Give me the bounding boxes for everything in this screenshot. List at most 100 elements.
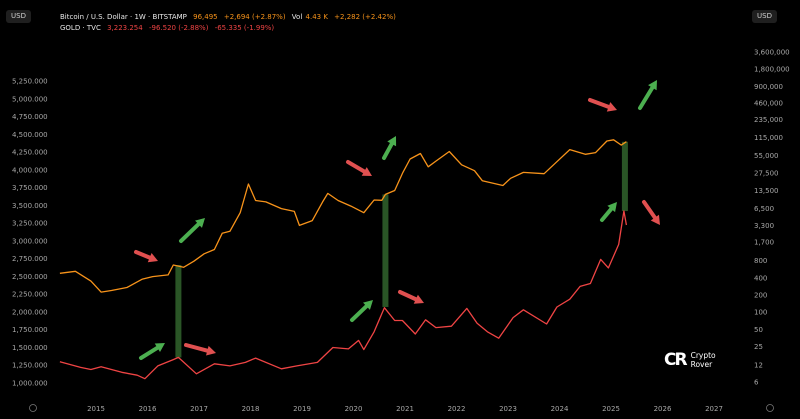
y-left-tick: 3,000.000 bbox=[12, 237, 48, 245]
y-right-tick: 200 bbox=[754, 291, 767, 299]
x-tick: 2024 bbox=[551, 405, 569, 413]
y-right-tick: 100 bbox=[754, 309, 767, 317]
x-tick: 2015 bbox=[87, 405, 105, 413]
arrow-down-icon-head bbox=[147, 252, 158, 263]
x-tick: 2020 bbox=[345, 405, 363, 413]
y-right-tick: 25 bbox=[754, 343, 763, 351]
y-right-tick: 6,500 bbox=[754, 205, 774, 213]
settings-icon bbox=[29, 404, 37, 412]
x-tick: 2018 bbox=[242, 405, 260, 413]
y-left-tick: 2,500.000 bbox=[12, 273, 48, 281]
arrow-down-icon bbox=[398, 290, 418, 302]
y-right-tick: 900,000 bbox=[754, 83, 783, 91]
y-left-tick: 1,750.000 bbox=[12, 326, 48, 334]
divergence-bar bbox=[382, 194, 389, 307]
y-right-tick: 6 bbox=[754, 379, 759, 387]
y-right-tick: 3,300 bbox=[754, 222, 774, 230]
legend-bitcoin-name: Bitcoin / U.S. Dollar · 1W · BITSTAMP bbox=[60, 13, 187, 21]
x-tick: 2022 bbox=[448, 405, 466, 413]
legend-bitcoin-vol-change: +2,282 (+2.42%) bbox=[334, 13, 396, 21]
x-tick: 2027 bbox=[705, 405, 723, 413]
legend-bitcoin-vol: 4.43 K bbox=[305, 13, 328, 21]
arrow-up-icon-head bbox=[154, 343, 165, 353]
y-right-tick: 235,000 bbox=[754, 116, 783, 124]
arrow-down-icon bbox=[184, 343, 210, 353]
y-right-tick: 12 bbox=[754, 361, 763, 369]
y-right-tick: 3,600,000 bbox=[754, 48, 790, 56]
bitcoin-series-line bbox=[59, 139, 627, 293]
y-right-tick: 460,000 bbox=[754, 99, 783, 107]
x-tick: 2025 bbox=[602, 405, 620, 413]
brand-logo: CR Crypto Rover bbox=[664, 350, 716, 370]
arrow-up-icon bbox=[179, 222, 201, 243]
y-axis-left: 1,000.000 1,250.000 1,500.000 1,750.000 2,00… bbox=[12, 78, 48, 388]
right-currency-label: USD bbox=[752, 10, 777, 23]
arrow-up-icon bbox=[600, 206, 614, 222]
arrow-up-icon-head bbox=[387, 136, 397, 147]
y-right-tick: 115,000 bbox=[754, 134, 783, 142]
y-left-tick: 5,250.000 bbox=[12, 78, 48, 86]
y-right-tick: 27,500 bbox=[754, 169, 779, 177]
arrow-up-icon bbox=[638, 85, 655, 110]
y-left-tick: 4,750.000 bbox=[12, 113, 48, 121]
legend: Bitcoin / U.S. Dollar · 1W · BITSTAMP 96… bbox=[60, 12, 400, 34]
x-tick: 2017 bbox=[190, 405, 208, 413]
arrow-down-icon-head bbox=[361, 167, 372, 176]
legend-bitcoin-vol-label: Vol bbox=[291, 13, 303, 21]
gold-series-line bbox=[59, 210, 628, 380]
y-left-tick: 2,000.000 bbox=[12, 308, 48, 316]
arrow-down-icon bbox=[134, 250, 152, 260]
corner-icons bbox=[29, 404, 774, 412]
settings-icon bbox=[766, 404, 774, 412]
y-right-tick: 1,800,000 bbox=[754, 66, 790, 74]
legend-gold-price: 3,223.254 bbox=[107, 24, 143, 32]
y-left-tick: 4,250.000 bbox=[12, 149, 48, 157]
arrow-annotations bbox=[134, 80, 660, 360]
divergence-bar bbox=[621, 141, 628, 212]
divergence-bars bbox=[175, 141, 628, 358]
arrow-down-icon bbox=[588, 98, 611, 109]
series-lines bbox=[59, 139, 628, 380]
y-right-tick: 50 bbox=[754, 326, 763, 334]
y-left-tick: 5,000.000 bbox=[12, 95, 48, 103]
y-right-tick: 1,700 bbox=[754, 238, 774, 246]
y-left-tick: 4,500.000 bbox=[12, 131, 48, 139]
legend-gold-change2: -65.335 (-1.99%) bbox=[214, 24, 275, 32]
left-currency-label: USD bbox=[6, 10, 31, 23]
arrow-up-icon bbox=[350, 304, 369, 322]
legend-gold-name: GOLD · TVC bbox=[60, 24, 101, 32]
y-left-tick: 3,750.000 bbox=[12, 184, 48, 192]
y-left-tick: 3,500.000 bbox=[12, 202, 48, 210]
arrow-down-icon-head bbox=[606, 102, 617, 112]
legend-bitcoin-change: +2,694 (+2.87%) bbox=[223, 13, 286, 21]
x-tick: 2023 bbox=[499, 405, 517, 413]
arrow-up-icon-head bbox=[607, 202, 617, 213]
y-right-tick: 13,500 bbox=[754, 187, 779, 195]
y-axis-right: 6 12 25 50 100 200 400 800 1,700 3,300 6,500 13,500… bbox=[754, 48, 790, 386]
x-axis: 2015 2016 2017 2018 2019 2020 2021 2022 2023 2024… bbox=[87, 405, 723, 413]
y-left-tick: 1,000.000 bbox=[12, 380, 48, 388]
arrow-up-icon-head bbox=[195, 218, 205, 228]
arrow-down-icon-head bbox=[413, 294, 424, 304]
arrow-up-icon bbox=[382, 141, 394, 160]
logo-line2: Rover bbox=[690, 360, 713, 369]
arrow-up-icon bbox=[139, 345, 160, 360]
legend-gold: GOLD · TVC 3,223.254 -96.520 (-2.88%) -6… bbox=[60, 23, 400, 34]
legend-bitcoin: Bitcoin / U.S. Dollar · 1W · BITSTAMP 96… bbox=[60, 12, 400, 23]
y-left-tick: 2,250.000 bbox=[12, 291, 48, 299]
y-left-tick: 3,250.000 bbox=[12, 220, 48, 228]
y-left-tick: 2,750.000 bbox=[12, 255, 48, 263]
logo-line1: Crypto bbox=[690, 351, 716, 360]
y-right-tick: 400 bbox=[754, 274, 767, 282]
y-right-tick: 800 bbox=[754, 257, 767, 265]
arrow-up-icon-head bbox=[648, 80, 657, 91]
arrow-down-icon bbox=[642, 200, 657, 220]
y-left-tick: 1,250.000 bbox=[12, 362, 48, 370]
arrow-up-icon-head bbox=[363, 300, 373, 310]
x-tick: 2021 bbox=[396, 405, 414, 413]
arrow-down-icon bbox=[346, 160, 367, 174]
arrow-down-icon-head bbox=[650, 214, 660, 225]
y-left-tick: 1,500.000 bbox=[12, 344, 48, 352]
legend-gold-change: -96.520 (-2.88%) bbox=[148, 24, 209, 32]
